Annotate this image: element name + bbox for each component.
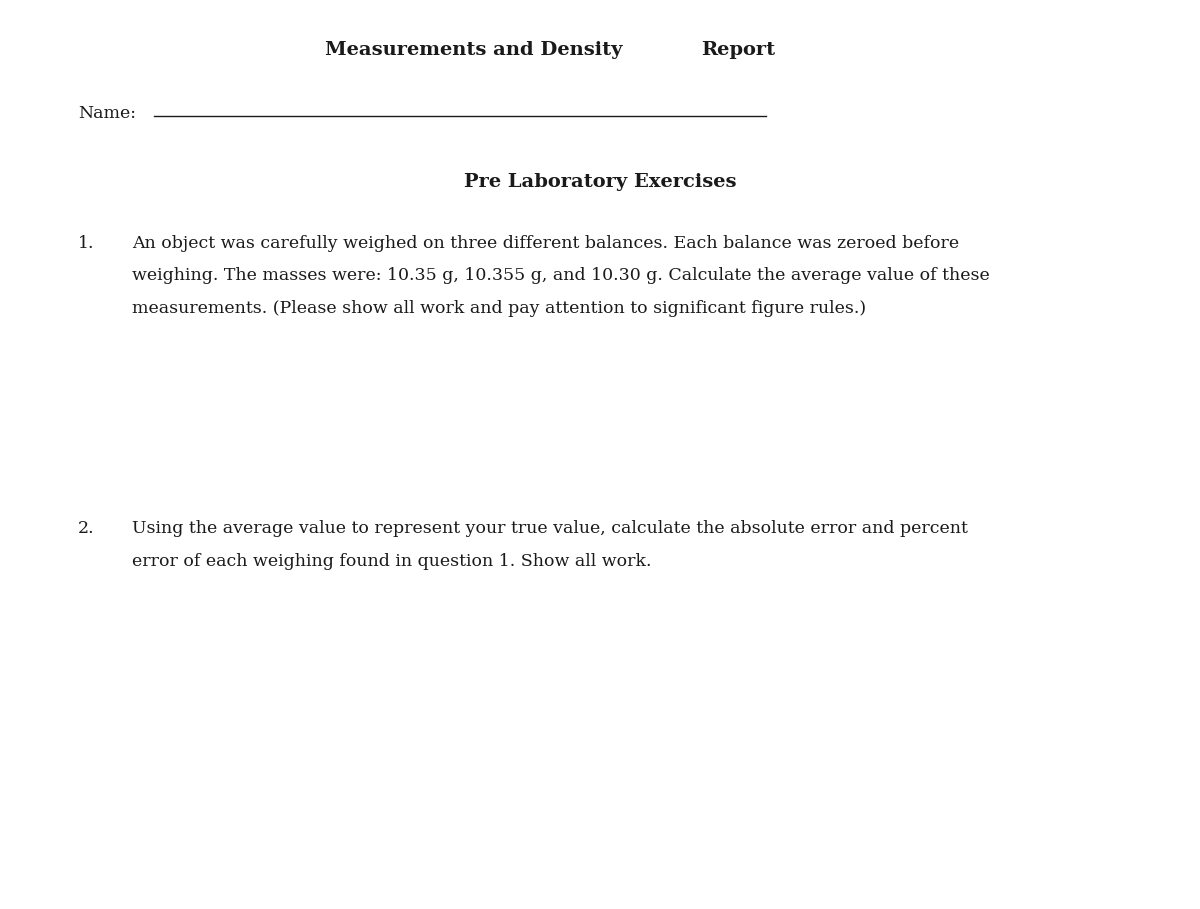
Text: Measurements and Density: Measurements and Density — [325, 41, 623, 59]
Text: weighing. The masses were: 10.35 g, 10.355 g, and 10.30 g. Calculate the average: weighing. The masses were: 10.35 g, 10.3… — [132, 267, 990, 285]
Text: An object was carefully weighed on three different balances. Each balance was ze: An object was carefully weighed on three… — [132, 235, 959, 252]
Text: 1.: 1. — [78, 235, 95, 252]
Text: Report: Report — [701, 41, 775, 59]
Text: Name:: Name: — [78, 105, 136, 122]
Text: 2.: 2. — [78, 520, 95, 537]
Text: Using the average value to represent your true value, calculate the absolute err: Using the average value to represent you… — [132, 520, 968, 537]
Text: Pre Laboratory Exercises: Pre Laboratory Exercises — [463, 173, 737, 191]
Text: measurements. (Please show all work and pay attention to significant figure rule: measurements. (Please show all work and … — [132, 300, 866, 317]
Text: error of each weighing found in question 1. Show all work.: error of each weighing found in question… — [132, 553, 652, 570]
